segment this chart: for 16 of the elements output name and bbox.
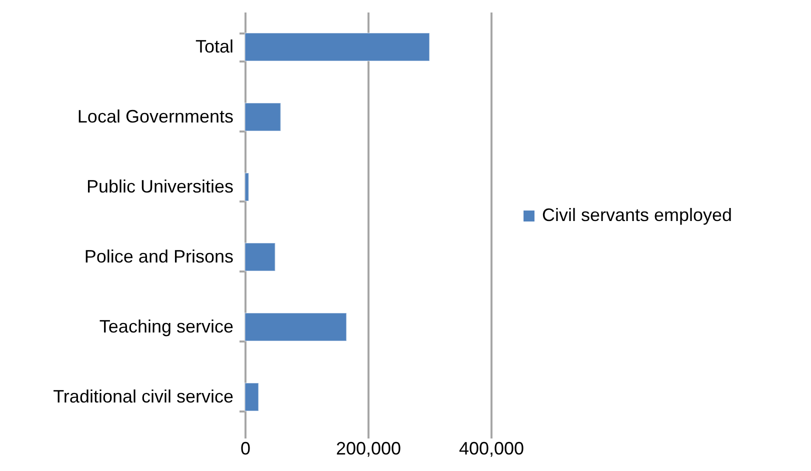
x-tick-label: 0 (240, 438, 251, 458)
bar (244, 312, 347, 342)
x-tick-label: 400,000 (458, 438, 524, 458)
y-tick-label: Teaching service (99, 316, 234, 336)
y-tick-label: Total (195, 36, 234, 56)
legend-label: Civil servants employed (542, 205, 732, 225)
y-tick-label: Local Governments (77, 106, 234, 126)
y-tick-label: Traditional civil service (53, 386, 234, 406)
bar (244, 382, 260, 412)
bar (244, 102, 282, 132)
x-tick-label: 200,000 (336, 438, 402, 458)
y-tick-label: Public Universities (86, 176, 234, 196)
bar (244, 32, 430, 62)
y-tick-label: Police and Prisons (84, 246, 234, 266)
bar (244, 172, 250, 202)
bar (244, 242, 276, 272)
